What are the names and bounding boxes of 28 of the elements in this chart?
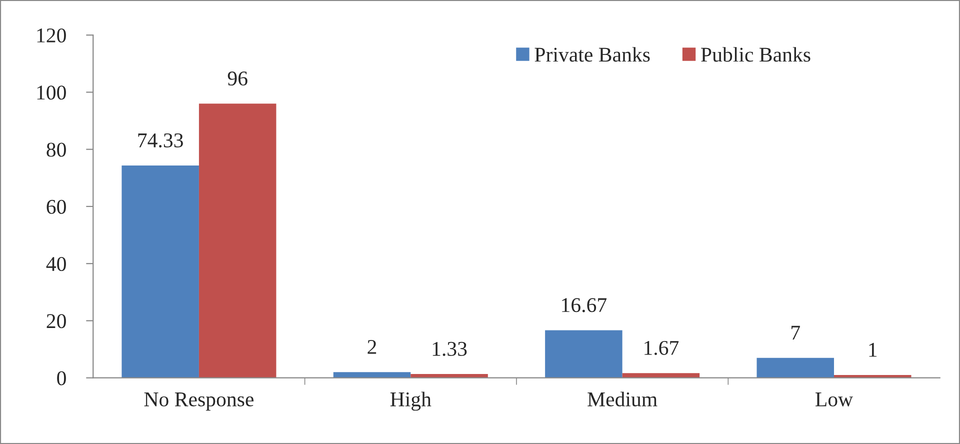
data-label: 2 xyxy=(368,340,376,354)
bar xyxy=(410,374,488,378)
y-tick-label: 40 xyxy=(46,256,66,272)
data-label: 74.33 xyxy=(138,133,183,148)
bar xyxy=(622,373,700,378)
y-tick-label: 100 xyxy=(37,86,66,100)
data-label: 1.33 xyxy=(432,342,467,356)
data-label: 1 xyxy=(869,342,877,357)
bar xyxy=(198,104,276,378)
x-tick-label: No Response xyxy=(144,392,254,411)
data-label: 1.67 xyxy=(644,340,679,356)
legend-label: Public Banks xyxy=(701,47,810,62)
x-tick-label: High xyxy=(390,392,432,411)
bar xyxy=(333,372,411,378)
data-label: 7 xyxy=(792,326,800,340)
bar xyxy=(756,358,834,378)
y-tick-label: 120 xyxy=(37,28,66,43)
data-label: 96 xyxy=(228,72,248,86)
x-tick-label: Low xyxy=(816,392,854,406)
bar xyxy=(122,166,199,378)
data-label: 16.67 xyxy=(562,298,607,312)
y-tick-label: 20 xyxy=(46,314,66,328)
y-tick-label: 60 xyxy=(46,200,66,214)
x-tick-label: Medium xyxy=(588,392,658,406)
legend-label: Private Banks xyxy=(534,47,650,62)
y-tick-label: 0 xyxy=(57,371,66,386)
bar xyxy=(545,330,622,378)
y-tick-label: 80 xyxy=(46,142,66,157)
